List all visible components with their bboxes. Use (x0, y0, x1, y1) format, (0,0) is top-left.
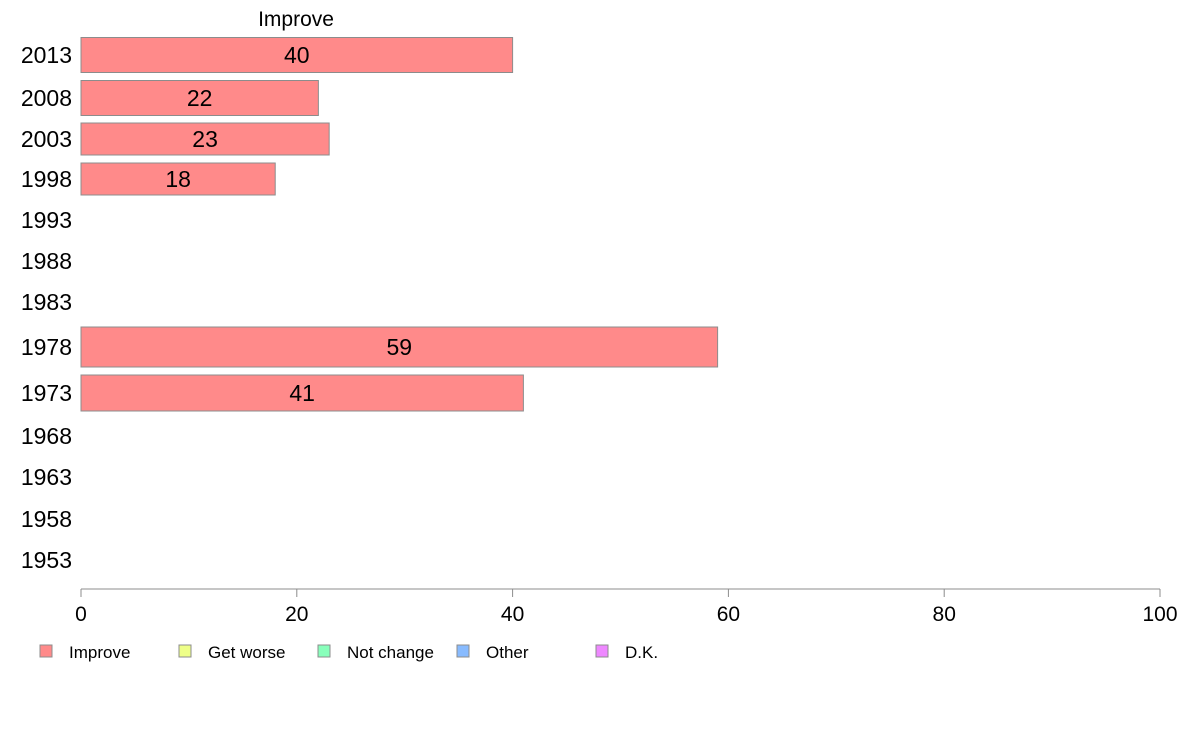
bar-2013 (80, 37, 514, 73)
category-label-1998: 1998 (21, 166, 72, 192)
category-label-1993: 1993 (21, 207, 72, 233)
legend-swatch-get-worse (178, 644, 192, 658)
category-label-1973: 1973 (21, 380, 72, 406)
bar-2003 (80, 122, 330, 156)
category-label-1983: 1983 (21, 289, 72, 315)
legend-label-improve: Improve (69, 643, 130, 662)
x-tick-label-0: 0 (75, 603, 87, 626)
bar-value-label-2008: 22 (187, 85, 213, 111)
x-tick-label-60: 60 (717, 603, 740, 626)
category-label-2003: 2003 (21, 126, 72, 152)
legend-swatch-improve (39, 644, 53, 658)
legend: Improve Get worse Not change Other D.K. (39, 643, 658, 662)
chart-title: Improve (258, 8, 334, 31)
legend-label-not-change: Not change (347, 643, 434, 662)
category-labels-layer: 2013 2008 2003 1998 1993 1988 1983 1978 1973 1968… (21, 42, 72, 573)
x-tick-label-100: 100 (1142, 603, 1177, 626)
category-label-1963: 1963 (21, 464, 72, 490)
category-label-1953: 1953 (21, 547, 72, 573)
legend-swatch-other (456, 644, 470, 658)
category-label-1978: 1978 (21, 334, 72, 360)
legend-label-d-k: D.K. (625, 643, 658, 662)
bar-1973 (80, 374, 524, 412)
category-label-1958: 1958 (21, 506, 72, 532)
bar-value-label-1998: 18 (165, 166, 191, 192)
legend-swatch-not-change (317, 644, 331, 658)
x-axis: 0 20 40 60 80 100 (75, 588, 1178, 626)
x-tick-label-40: 40 (501, 603, 524, 626)
x-tick-label-80: 80 (933, 603, 956, 626)
legend-swatch-d-k (595, 644, 609, 658)
bar-value-label-1973: 41 (289, 380, 315, 406)
bar-1978 (80, 326, 719, 368)
bar-value-label-2013: 40 (284, 42, 310, 68)
category-label-2013: 2013 (21, 42, 72, 68)
x-tick-label-20: 20 (285, 603, 308, 626)
bar-value-label-1978: 59 (387, 334, 413, 360)
legend-label-other: Other (486, 643, 529, 662)
bar-2008 (80, 80, 319, 116)
category-label-1988: 1988 (21, 248, 72, 274)
bar-value-label-2003: 23 (192, 126, 218, 152)
category-label-2008: 2008 (21, 85, 72, 111)
legend-label-get-worse: Get worse (208, 643, 285, 662)
bar-1998 (80, 162, 276, 196)
category-label-1968: 1968 (21, 423, 72, 449)
